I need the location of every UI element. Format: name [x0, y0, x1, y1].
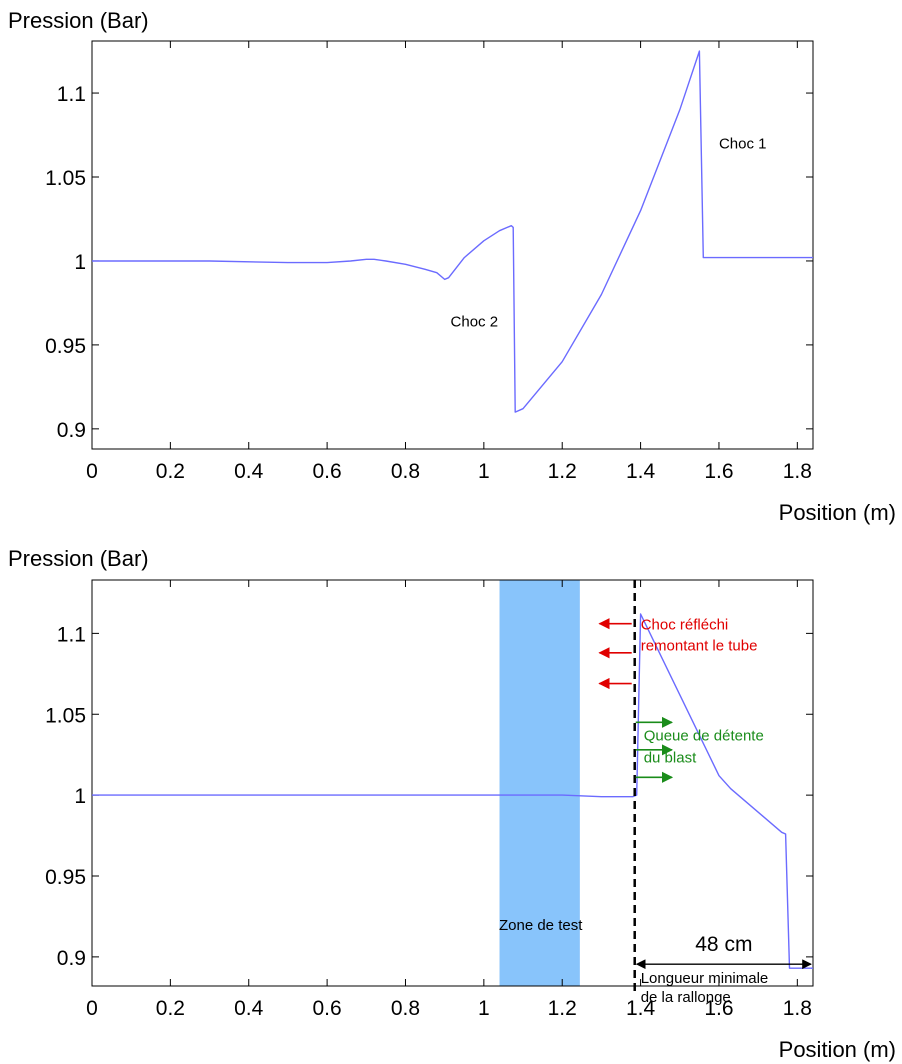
chart-2-xtick-label: 0.4 [234, 997, 264, 1020]
chart-2-xtick-label: 0.2 [156, 997, 185, 1020]
chart-2-ytick-labels: 0.9 0.95 1 1.05 1.1 [45, 623, 86, 970]
chart-1-ytick-labels: 0.9 0.95 1 1.05 1.1 [45, 83, 86, 442]
chart-1-annotations: Choc 1 Choc 2 [451, 135, 767, 330]
chart-1-ytick-label: 0.95 [45, 335, 86, 358]
chart-1-xtick-label: 0 [86, 460, 98, 483]
chart-1-xtick-label: 0.8 [391, 460, 420, 483]
reflected-shock-label: Choc réfléchi [641, 617, 729, 634]
chart-1-xtick-label: 1 [478, 460, 490, 483]
chart-1-ticks [91, 41, 813, 449]
chart-2-ticks [91, 580, 813, 986]
chart-1: Pression (Bar) Position (m) 0.9 0.95 1 1.05… [8, 8, 896, 525]
chart-2-xtick-label: 1.2 [548, 997, 577, 1020]
chart-2-xtick-label: 0.6 [313, 997, 342, 1020]
chart-2-xtick-label: 1 [478, 997, 490, 1020]
chart-1-ytick-label: 0.9 [57, 419, 86, 442]
chart-2-xtick-label: 1.8 [783, 997, 812, 1020]
blast-tail-label: Queue de détente [644, 727, 764, 744]
chart-2-zone-band [499, 580, 580, 986]
chart-1-xtick-label: 0.6 [313, 460, 342, 483]
chart-2-ytick-label: 1 [74, 785, 86, 808]
chart-1-series [92, 50, 813, 413]
chart-1-ytick-label: 1.1 [57, 83, 86, 106]
chart-2-series-line [92, 613, 813, 969]
chart-2-ytick-label: 1.05 [45, 704, 86, 727]
chart-1-xtick-labels: 0 0.2 0.4 0.6 0.8 1 1.2 1.4 1.6 1.8 [86, 460, 812, 483]
chart-1-xtick-label: 1.4 [626, 460, 656, 483]
chart-2-xtick-labels: 0 0.2 0.4 0.6 0.8 1 1.2 1.4 1.6 1.8 [86, 997, 812, 1020]
reflected-shock-label: remontant le tube [641, 638, 758, 655]
chart-1-series-line [92, 50, 813, 413]
annotation-label: Choc 2 [451, 313, 499, 330]
chart-2: Pression (Bar) Position (m) 0.9 0.95 1 1.05… [8, 546, 896, 1062]
chart-2-plot-frame [91, 579, 814, 987]
blast-tail-label: du blast [644, 749, 697, 766]
dimension-label: 48 cm [695, 933, 752, 956]
chart-1-xlabel: Position (m) [779, 500, 896, 525]
chart-1-xtick-label: 0.2 [156, 460, 185, 483]
chart-2-xtick-label: 0 [86, 997, 98, 1020]
chart-2-ytick-label: 0.9 [57, 947, 86, 970]
chart-2-ylabel: Pression (Bar) [8, 546, 149, 571]
chart-2-ytick-label: 1.1 [57, 623, 86, 646]
chart-2-xlabel: Position (m) [779, 1037, 896, 1062]
min-length-label: de la rallonge [641, 989, 731, 1006]
chart-1-ytick-label: 1 [74, 251, 86, 274]
test-zone-label: Zone de test [499, 917, 583, 934]
chart-1-xtick-label: 0.4 [234, 460, 264, 483]
annotation-label: Choc 1 [719, 135, 767, 152]
chart-1-xtick-label: 1.8 [783, 460, 812, 483]
chart-1-ytick-label: 1.05 [45, 167, 86, 190]
chart-2-ytick-label: 0.95 [45, 866, 86, 889]
min-length-label: Longueur minimale [641, 970, 769, 987]
chart-2-xtick-label: 1.6 [704, 997, 733, 1020]
chart-2-series [92, 613, 813, 969]
chart-2-test-zone [499, 580, 580, 986]
chart-1-plot-frame [91, 40, 814, 450]
chart-1-xtick-label: 1.2 [548, 460, 577, 483]
chart-2-xtick-label: 1.4 [626, 997, 656, 1020]
chart-1-xtick-label: 1.6 [704, 460, 733, 483]
chart-1-ylabel: Pression (Bar) [8, 8, 149, 33]
chart-2-overlay: Choc réfléchi remontant le tube Queue de d… [499, 580, 812, 1006]
chart-2-xtick-label: 0.8 [391, 997, 420, 1020]
